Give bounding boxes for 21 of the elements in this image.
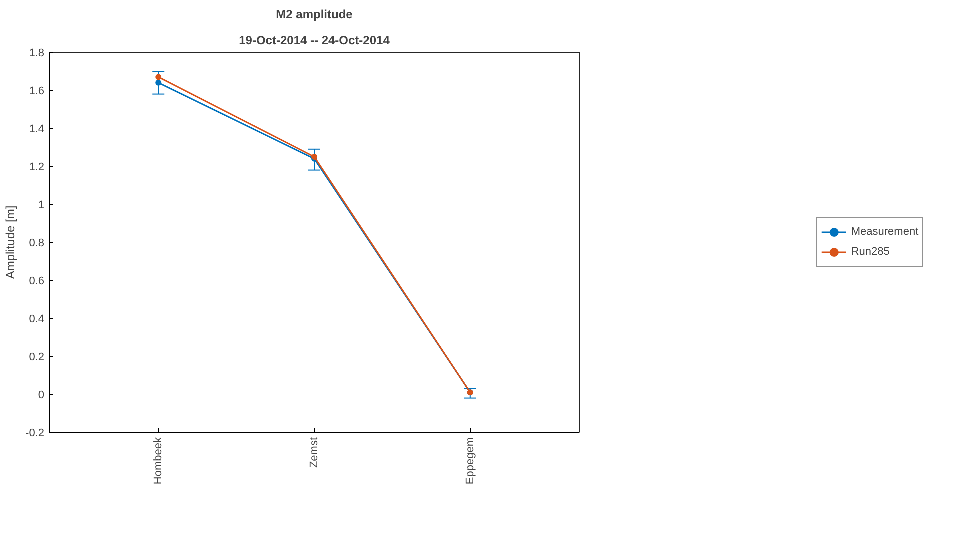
chart-title: M2 amplitude <box>276 8 354 22</box>
y-tick-label: 0 <box>38 390 45 402</box>
x-tick-label: Hombeek <box>152 437 165 485</box>
legend-label: Run285 <box>851 246 890 258</box>
chart-subtitle: 19-Oct-2014 -- 24-Oct-2014 <box>239 34 390 48</box>
y-tick-label: 1.6 <box>29 86 45 98</box>
x-tick-label: Eppegem <box>464 437 476 485</box>
y-tick-label: 0.8 <box>29 238 45 250</box>
y-tick-label: 1.8 <box>29 48 45 60</box>
x-tick-label: Zemst <box>308 437 320 468</box>
y-tick-label: 0.2 <box>29 352 45 364</box>
legend-label: Measurement <box>851 226 919 238</box>
y-tick-label: 0.4 <box>29 314 45 326</box>
y-tick-label: 1.4 <box>29 124 45 136</box>
y-tick-label: 1 <box>38 200 45 212</box>
point <box>156 80 162 86</box>
y-tick-label: -0.2 <box>26 428 45 440</box>
y-tick-label: 0.6 <box>29 276 45 288</box>
point <box>156 74 162 80</box>
y-tick-label: 1.2 <box>29 162 45 174</box>
y-axis-title: Amplitude [m] <box>4 206 18 280</box>
